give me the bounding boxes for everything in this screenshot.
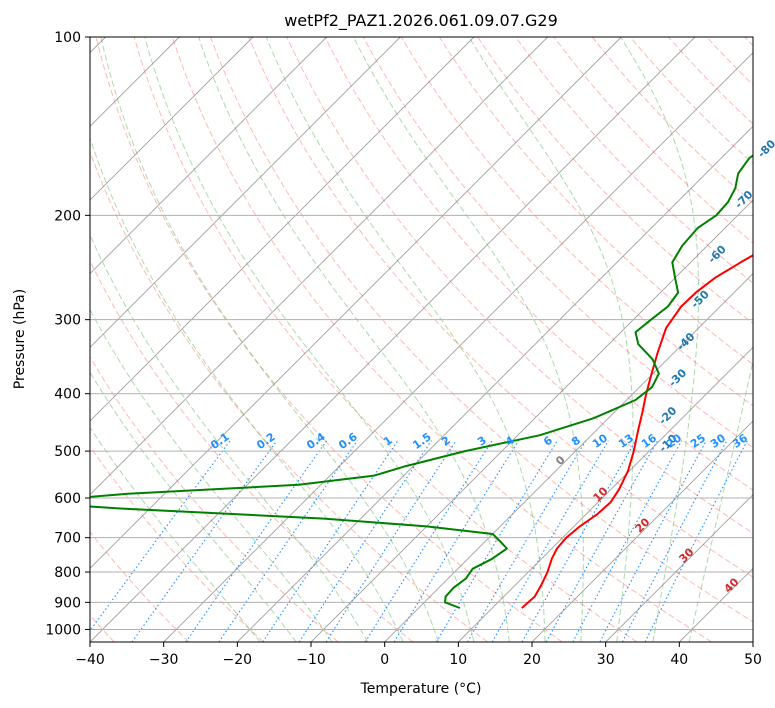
- isotherm-line: [90, 37, 548, 496]
- isotherm-line: [90, 37, 696, 642]
- isotherm-line: [531, 420, 753, 642]
- x-tick-label: −40: [75, 652, 105, 668]
- isotherm-line: [310, 199, 753, 642]
- dewpoint-line: [90, 154, 753, 609]
- dry-adiabat-line: [90, 259, 414, 642]
- mixing-ratio-line: [90, 440, 231, 632]
- x-tick-label: −30: [149, 652, 179, 668]
- moist-adiabat-line: [90, 136, 404, 642]
- x-tick-label: 50: [744, 652, 762, 668]
- isotherm-line: [90, 37, 401, 348]
- moist-adiabat-line: [90, 371, 297, 642]
- y-tick-label: 500: [54, 444, 81, 460]
- moist-adiabat-line: [90, 426, 261, 642]
- mixing-ratio-line: [644, 440, 748, 642]
- moist-adiabat-line: [144, 37, 475, 642]
- isotherm-line: [90, 37, 254, 201]
- mixing-ratio-line: [298, 440, 432, 642]
- isotherms: [90, 37, 753, 642]
- plot-frame: [89, 36, 754, 643]
- dry-adiabat-line: [286, 37, 753, 534]
- mixing-ratio-line: [262, 440, 399, 642]
- x-tick-label: 10: [449, 652, 467, 668]
- dry-adiabat-line: [210, 37, 753, 623]
- y-axis-ticks: 100 200 300 400 500 600 700 800 900 1000: [45, 30, 90, 638]
- mixing-ratio-line: [521, 440, 637, 642]
- moist-adiabat-line: [688, 358, 753, 642]
- dry-adiabat-line: [629, 37, 753, 165]
- moist-adiabat-line: [620, 37, 700, 642]
- dry-adiabat-line: [90, 355, 339, 642]
- isotherm-line: [90, 37, 622, 569]
- isotherm-line: [90, 37, 475, 422]
- y-tick-label: 1000: [45, 622, 81, 638]
- x-axis-label: Temperature (°C): [360, 681, 482, 697]
- moist-adiabat-line: [100, 37, 439, 642]
- mixing-ratio-line: [131, 440, 278, 642]
- dry-adiabat-line: [324, 37, 753, 491]
- y-tick-label: 200: [54, 208, 81, 224]
- dry-adiabat-line: [133, 37, 638, 642]
- isotherm-line: [605, 494, 753, 642]
- dry-adiabat-line: [438, 37, 753, 365]
- mixing-ratio-line: [185, 440, 328, 642]
- dry-adiabat-line: [90, 150, 488, 642]
- y-tick-label: 600: [54, 491, 81, 507]
- y-tick-label: 100: [54, 30, 81, 46]
- moist-adiabat-line: [198, 37, 510, 642]
- y-axis-label: Pressure (hPa): [12, 289, 28, 389]
- y-tick-label: 700: [54, 531, 81, 547]
- sounding-traces: [90, 154, 753, 609]
- dry-adiabat-line: [553, 37, 753, 244]
- y-tick-label: 400: [54, 387, 81, 403]
- isotherm-line: [384, 273, 753, 642]
- x-axis-ticks: −40 −30 −20 −10 0 10 20 30 40 50: [75, 642, 762, 668]
- y-tick-label: 300: [54, 313, 81, 329]
- mixing-ratio-line: [599, 440, 707, 642]
- dry-adiabat-line: [400, 37, 753, 407]
- isotherm-line: [90, 37, 327, 275]
- mixing-ratio-line: [491, 440, 609, 642]
- dry-adiabat-line: [591, 37, 753, 204]
- x-tick-label: −20: [223, 652, 253, 668]
- x-tick-label: 30: [597, 652, 615, 668]
- x-tick-label: 0: [380, 652, 389, 668]
- mixing-ratio-line: [621, 440, 728, 642]
- mixing-ratio-line: [435, 440, 558, 642]
- x-tick-label: 20: [523, 652, 541, 668]
- mixing-ratio-line: [393, 440, 520, 642]
- y-tick-label: 900: [54, 595, 81, 611]
- isotherm-line: [237, 125, 753, 642]
- dry-adiabat-line: [515, 37, 753, 284]
- x-tick-label: −10: [296, 652, 326, 668]
- dry-adiabats: [90, 37, 753, 642]
- mixing-ratio-lines: [90, 440, 748, 642]
- moist-adiabats: [90, 37, 753, 642]
- moist-adiabat-line: [265, 37, 546, 642]
- x-tick-label: 40: [670, 652, 688, 668]
- y-tick-label: 800: [54, 565, 81, 581]
- moist-adiabat-line: [353, 37, 584, 642]
- mixing-ratio-line: [218, 440, 358, 642]
- chart-title: wetPf2_PAZ1.2026.061.09.07.G29: [284, 11, 558, 31]
- mixing-ratio-line: [467, 440, 587, 642]
- dry-adiabat-line: [90, 531, 190, 642]
- dry-adiabat-line: [477, 37, 753, 325]
- dry-adiabat-line: [95, 37, 563, 642]
- dry-adiabat-line: [248, 37, 753, 578]
- isotherm-line: [163, 52, 753, 642]
- isotherm-line: [458, 346, 753, 642]
